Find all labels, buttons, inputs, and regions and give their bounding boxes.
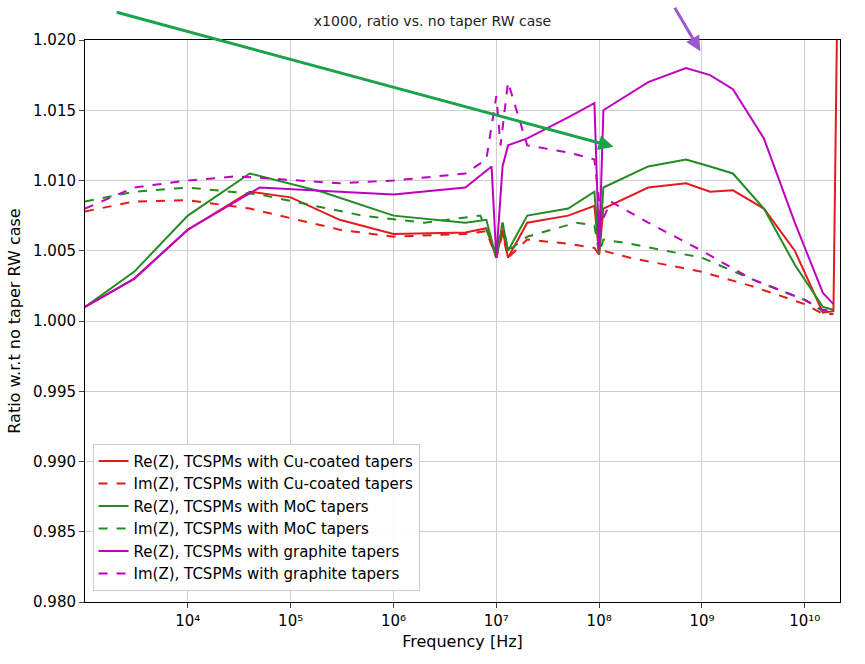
svg-text:x1000, ratio vs. no taper RW c: x1000, ratio vs. no taper RW case	[314, 13, 551, 29]
svg-text:10⁴: 10⁴	[175, 612, 200, 630]
svg-text:10⁷: 10⁷	[484, 612, 509, 630]
svg-text:Ratio w.r.t no taper RW case: Ratio w.r.t no taper RW case	[5, 208, 24, 433]
svg-text:0.990: 0.990	[33, 453, 76, 471]
svg-text:0.980: 0.980	[33, 593, 76, 611]
svg-text:10⁵: 10⁵	[278, 612, 303, 630]
svg-text:1.020: 1.020	[33, 31, 76, 49]
svg-text:10⁶: 10⁶	[381, 612, 406, 630]
svg-text:1.015: 1.015	[33, 102, 76, 120]
svg-text:0.985: 0.985	[33, 523, 76, 541]
svg-text:Re(Z), TCSPMs with MoC tapers: Re(Z), TCSPMs with MoC tapers	[134, 498, 369, 516]
svg-text:Frequency [Hz]: Frequency [Hz]	[402, 632, 523, 651]
svg-text:10⁸: 10⁸	[587, 612, 612, 630]
svg-text:1.010: 1.010	[33, 172, 76, 190]
svg-text:1.000: 1.000	[33, 312, 76, 330]
svg-text:Im(Z), TCSPMs with Cu-coated t: Im(Z), TCSPMs with Cu-coated tapers	[134, 475, 413, 493]
svg-text:Im(Z), TCSPMs with graphite ta: Im(Z), TCSPMs with graphite tapers	[134, 565, 400, 583]
svg-text:Im(Z), TCSPMs with MoC tapers: Im(Z), TCSPMs with MoC tapers	[134, 520, 369, 538]
svg-text:Re(Z), TCSPMs with graphite ta: Re(Z), TCSPMs with graphite tapers	[134, 543, 400, 561]
svg-text:10⁹: 10⁹	[689, 612, 714, 630]
svg-text:10¹⁰: 10¹⁰	[789, 612, 820, 630]
svg-text:0.995: 0.995	[33, 383, 76, 401]
svg-text:Re(Z), TCSPMs with Cu-coated t: Re(Z), TCSPMs with Cu-coated tapers	[134, 453, 413, 471]
svg-text:1.005: 1.005	[33, 242, 76, 260]
